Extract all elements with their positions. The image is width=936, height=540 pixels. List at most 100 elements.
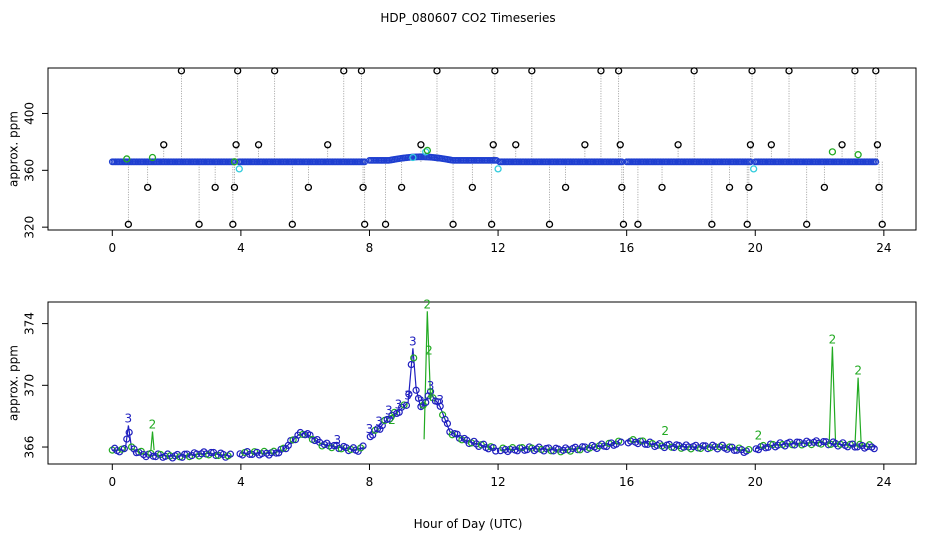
x-tick-label: 0: [108, 475, 116, 489]
series-3-digit-label: 3: [375, 415, 383, 429]
series-2-line: [150, 311, 862, 451]
series-3-point: [422, 398, 430, 407]
black-spike-point: [875, 183, 883, 192]
x-tick-label: 4: [237, 241, 245, 255]
series-3-point: [745, 445, 753, 454]
x-tick-label: 24: [876, 241, 891, 255]
black-spike-point: [745, 183, 753, 192]
black-spike-point: [785, 67, 793, 75]
figure-title: HDP_080607 CO2 Timeseries: [380, 11, 555, 25]
black-spike-point: [743, 220, 751, 228]
series-3-point: [412, 386, 420, 394]
black-spike-point: [417, 141, 425, 149]
series-3-point: [402, 401, 411, 409]
green-outlier-point: [148, 153, 157, 162]
black-spike-point: [229, 220, 237, 228]
black-spike-point: [195, 220, 203, 228]
series-3-point: [436, 402, 444, 410]
series-3-digit-label: 3: [409, 334, 417, 348]
series-green-outliers: [123, 146, 862, 166]
black-spike-point: [561, 183, 570, 192]
plot-frame: [47, 301, 917, 465]
series-3-digit-label: 3: [417, 394, 425, 408]
x-tick-label: 16: [619, 241, 634, 255]
x-tick-label: 24: [876, 475, 891, 489]
black-spike-point: [304, 183, 313, 192]
black-spike-point: [746, 141, 755, 149]
black-spike-point: [254, 141, 263, 149]
series-2-digit-label: 2: [427, 387, 435, 401]
x-tick-label: 12: [490, 475, 505, 489]
series-3-digit-label: 3: [427, 379, 435, 393]
series-3-point: [407, 360, 415, 369]
black-spike-point: [658, 183, 666, 192]
series-black-spikes: [124, 67, 886, 228]
series-2-spike: [854, 377, 862, 448]
y-axis-label: approx. ppm: [7, 345, 21, 421]
green-outlier-point: [123, 155, 131, 163]
black-spike-point: [690, 67, 698, 75]
series-3-point: [299, 430, 307, 439]
series-2-digit-label: 2: [661, 424, 669, 438]
black-spike-point: [230, 183, 239, 192]
cyan-outlier-point: [494, 165, 502, 173]
series-3-point: [870, 445, 878, 453]
series-2-digit-label: 2: [424, 297, 432, 311]
black-spike-point: [361, 220, 369, 228]
black-spike-point: [359, 183, 367, 192]
series-2-digit-label: 2: [425, 344, 433, 358]
black-spike-point: [873, 141, 882, 149]
series-3-point: [226, 450, 235, 458]
black-spike-point: [618, 183, 626, 192]
black-spike-point: [614, 67, 623, 75]
black-spike-point: [160, 141, 168, 149]
x-tick-label: 16: [619, 475, 634, 489]
x-tick-label: 20: [748, 475, 763, 489]
black-spike-point: [634, 220, 642, 228]
series-cyan-outliers: [235, 148, 758, 173]
blue-sample-point: [872, 158, 880, 166]
black-spike-point: [487, 220, 496, 228]
series-2-digit-label: 2: [149, 418, 157, 432]
black-spike-point: [512, 141, 520, 149]
y-tick-label: 370: [23, 374, 37, 397]
black-spike-point: [468, 183, 477, 192]
series-2-spike: [828, 346, 837, 444]
green-outlier-point: [230, 158, 239, 166]
black-spike-point: [581, 141, 589, 149]
black-spike-point: [397, 183, 406, 192]
black-spike-point: [177, 67, 186, 75]
black-spike-point: [324, 141, 332, 149]
black-spike-point: [491, 67, 499, 75]
black-spike-point: [144, 183, 152, 192]
series-3-digit-label: 3: [395, 398, 403, 412]
black-spike-point: [725, 183, 734, 192]
series-3-markers: [108, 354, 878, 462]
y-tick-label: 366: [23, 436, 37, 459]
cyan-outlier-point: [409, 153, 417, 162]
series-3-digit-label: 3: [385, 404, 393, 418]
green-outlier-point: [828, 148, 837, 156]
black-spike-point: [878, 220, 886, 228]
black-spike-point: [803, 220, 811, 228]
black-spike-point: [767, 141, 775, 149]
series-3-point: [617, 438, 625, 446]
black-spike-point: [270, 67, 279, 75]
series-3-digit-label: 3: [436, 393, 444, 407]
blue-sample-point: [618, 158, 626, 166]
series-3-point: [272, 449, 280, 457]
series-3-point: [819, 438, 828, 446]
black-spike-point: [820, 183, 829, 192]
x-tick-label: 0: [108, 241, 116, 255]
series-blue-samples: [108, 153, 880, 166]
series-3-digit-label: 3: [366, 422, 374, 436]
series-3-point: [414, 394, 423, 402]
y-tick-label: 320: [23, 216, 37, 239]
series-3-point: [443, 419, 452, 428]
black-spike-point: [433, 67, 441, 75]
cyan-outlier-point: [235, 165, 243, 173]
x-tick-label: 8: [366, 475, 374, 489]
